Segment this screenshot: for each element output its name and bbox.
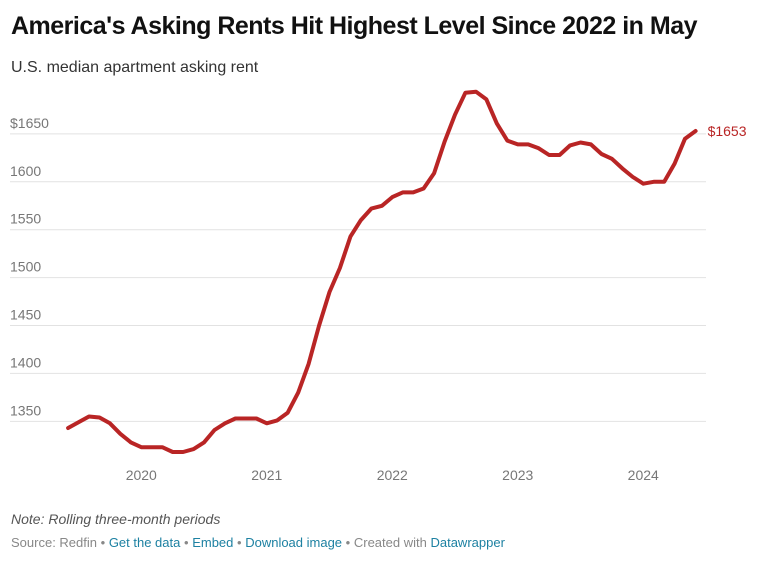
- chart-footer: Source: Redfin • Get the data • Embed • …: [11, 535, 505, 550]
- x-tick-label: 2024: [628, 467, 659, 483]
- end-value-label: $1653: [708, 123, 747, 139]
- embed-link[interactable]: Embed: [192, 535, 234, 550]
- y-tick-label: 1550: [10, 211, 41, 227]
- created-with-text: Created with: [353, 535, 427, 550]
- footer-separator: •: [237, 535, 242, 550]
- footer-separator: •: [345, 535, 351, 550]
- chart-note: Note: Rolling three-month periods: [11, 511, 221, 527]
- x-tick-label: 2021: [251, 467, 282, 483]
- get-the-data-link[interactable]: Get the data: [108, 535, 181, 550]
- data-labels: $1653: [708, 123, 747, 139]
- download-image-link[interactable]: Download image: [245, 535, 343, 550]
- x-axis-tick-labels: 2020 2021 2022 2023 2024: [126, 467, 659, 483]
- y-tick-label: 1600: [10, 163, 41, 179]
- series-layer: [66, 89, 698, 454]
- gridlines: [10, 133, 706, 422]
- y-tick-label: 1400: [10, 354, 41, 370]
- y-axis-tick-labels: 1350 1400 1450 1500 1550 1600 $1650: [10, 115, 49, 418]
- chart-subtitle: U.S. median apartment asking rent: [11, 59, 259, 76]
- y-tick-label: 1350: [10, 402, 41, 418]
- y-tick-label: 1500: [10, 259, 41, 275]
- x-tick-label: 2022: [377, 467, 408, 483]
- source-text: Source: Redfin: [11, 535, 97, 550]
- chart-title: America's Asking Rents Hit Highest Level…: [11, 12, 698, 40]
- series-line: [66, 89, 698, 454]
- datawrapper-link[interactable]: Datawrapper: [430, 535, 505, 550]
- x-tick-label: 2020: [126, 467, 157, 483]
- y-tick-label: $1650: [10, 115, 49, 131]
- footer-separator: •: [100, 535, 106, 550]
- footer-separator: •: [184, 535, 189, 550]
- y-tick-label: 1450: [10, 307, 41, 323]
- x-tick-label: 2023: [502, 467, 533, 483]
